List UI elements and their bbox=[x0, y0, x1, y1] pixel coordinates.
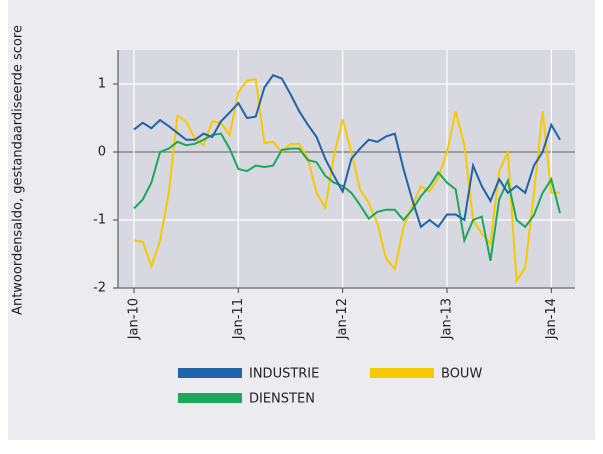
legend-label: INDUSTRIE bbox=[249, 367, 319, 382]
legend-swatch bbox=[370, 368, 434, 378]
legend-label: DIENSTEN bbox=[249, 392, 315, 407]
x-tick-label: Jan-12 bbox=[335, 298, 350, 340]
y-tick-label: 0 bbox=[98, 145, 106, 160]
y-tick-label: -1 bbox=[93, 213, 106, 228]
series-line bbox=[133, 132, 561, 261]
x-tick-label: Jan-14 bbox=[544, 298, 559, 340]
legend-swatch bbox=[178, 393, 242, 403]
x-tick-label: Jan-10 bbox=[127, 298, 142, 340]
y-tick-label: 1 bbox=[98, 77, 106, 92]
series-line bbox=[133, 78, 560, 285]
legend-swatch bbox=[178, 368, 242, 378]
y-axis-label: Antwoordensaldo, gestandaardiseerde scor… bbox=[11, 25, 26, 315]
x-tick-label: Jan-13 bbox=[439, 298, 454, 340]
plot-area bbox=[118, 50, 575, 288]
series-line bbox=[133, 73, 561, 229]
y-tick-label: -2 bbox=[93, 281, 106, 296]
x-tick-label: Jan-11 bbox=[231, 298, 246, 340]
legend-label: BOUW bbox=[441, 367, 482, 382]
